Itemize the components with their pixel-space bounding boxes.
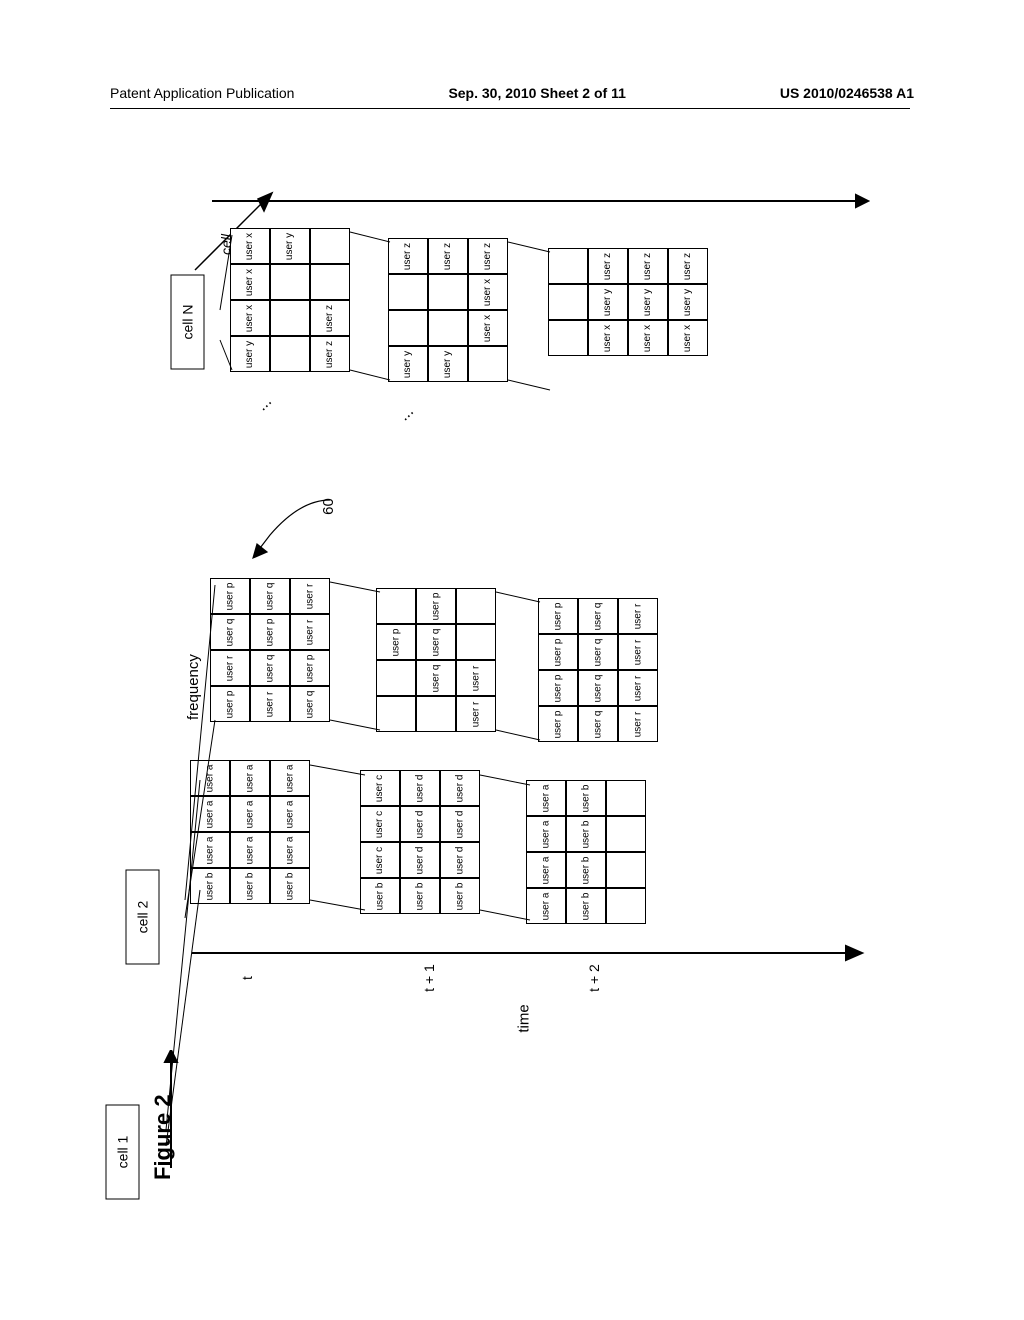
header-right: US 2010/0246538 A1 <box>780 85 914 101</box>
figure-2: Figure 2 frequency cell cell N cell 2 ce… <box>110 180 940 1180</box>
header-left: Patent Application Publication <box>110 85 294 101</box>
header-center: Sep. 30, 2010 Sheet 2 of 11 <box>448 85 625 101</box>
header-rule <box>110 108 910 109</box>
time-tick-t: t <box>239 976 255 980</box>
time-tick-t1: t + 1 <box>421 964 437 992</box>
time-tick-t2: t + 2 <box>586 964 602 992</box>
time-arrow-bottom <box>188 940 868 966</box>
time-axis-label: time <box>516 1004 533 1032</box>
